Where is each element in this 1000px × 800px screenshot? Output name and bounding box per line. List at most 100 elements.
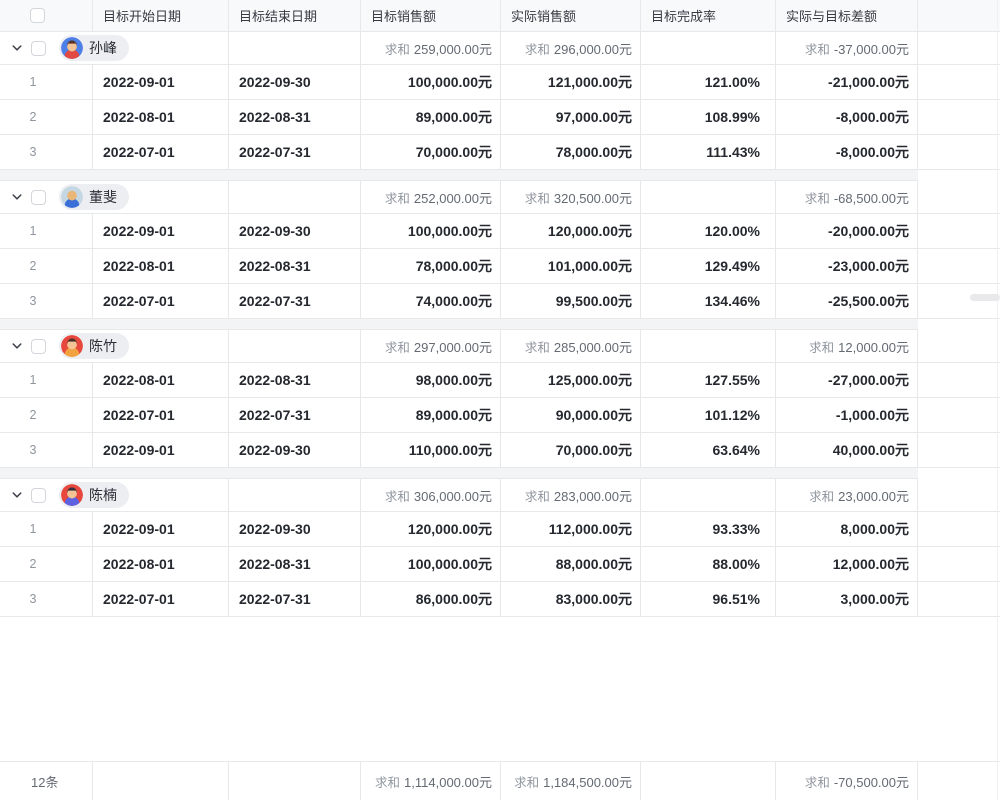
cell-target-sales[interactable]: 89,000.00元 bbox=[361, 398, 501, 432]
cell-completion-rate[interactable]: 129.49% bbox=[641, 249, 776, 283]
column-header-actual-sales[interactable]: 实际销售额 bbox=[501, 0, 641, 31]
cell-target-sales[interactable]: 89,000.00元 bbox=[361, 100, 501, 134]
cell-completion-rate[interactable]: 120.00% bbox=[641, 214, 776, 248]
cell-completion-rate[interactable]: 101.12% bbox=[641, 398, 776, 432]
cell-actual-sales[interactable]: 90,000.00元 bbox=[501, 398, 641, 432]
footer-cell-start-date[interactable] bbox=[93, 762, 229, 800]
cell-diff[interactable]: 8,000.00元 bbox=[776, 512, 918, 546]
cell-target-sales[interactable]: 98,000.00元 bbox=[361, 363, 501, 397]
group-select-checkbox[interactable] bbox=[31, 487, 46, 503]
cell-start-date[interactable]: 2022-09-01 bbox=[93, 214, 229, 248]
cell-diff[interactable]: -23,000.00元 bbox=[776, 249, 918, 283]
cell-actual-sales[interactable]: 125,000.00元 bbox=[501, 363, 641, 397]
cell-end-date[interactable]: 2022-09-30 bbox=[229, 433, 361, 467]
group-name-chip[interactable]: 陈楠 bbox=[59, 482, 129, 508]
footer-cell-rate[interactable] bbox=[641, 762, 776, 800]
group-name-chip[interactable]: 董斐 bbox=[59, 184, 129, 210]
footer-cell-end-date[interactable] bbox=[229, 762, 361, 800]
cell-target-sales[interactable]: 100,000.00元 bbox=[361, 65, 501, 99]
cell-target-sales[interactable]: 120,000.00元 bbox=[361, 512, 501, 546]
collapse-group-icon[interactable] bbox=[10, 488, 24, 502]
collapse-group-icon[interactable] bbox=[10, 41, 24, 55]
column-header-end-date[interactable]: 目标结束日期 bbox=[229, 0, 361, 31]
cell-diff[interactable]: -8,000.00元 bbox=[776, 100, 918, 134]
cell-end-date[interactable]: 2022-09-30 bbox=[229, 512, 361, 546]
cell-end-date[interactable]: 2022-09-30 bbox=[229, 214, 361, 248]
group-select-checkbox[interactable] bbox=[31, 338, 46, 354]
column-header-completion-rate[interactable]: 目标完成率 bbox=[641, 0, 776, 31]
group-sum-actual: 求和 283,000.00元 bbox=[501, 479, 641, 511]
cell-completion-rate[interactable]: 93.33% bbox=[641, 512, 776, 546]
cell-diff[interactable]: 40,000.00元 bbox=[776, 433, 918, 467]
cell-start-date[interactable]: 2022-08-01 bbox=[93, 363, 229, 397]
cell-actual-sales[interactable]: 101,000.00元 bbox=[501, 249, 641, 283]
column-header-start-date[interactable]: 目标开始日期 bbox=[93, 0, 229, 31]
cell-start-date[interactable]: 2022-08-01 bbox=[93, 100, 229, 134]
cell-start-date[interactable]: 2022-07-01 bbox=[93, 135, 229, 169]
group-separator bbox=[0, 170, 918, 181]
cell-start-date[interactable]: 2022-09-01 bbox=[93, 433, 229, 467]
cell-end-date[interactable]: 2022-08-31 bbox=[229, 363, 361, 397]
cell-start-date[interactable]: 2022-07-01 bbox=[93, 582, 229, 616]
cell-completion-rate[interactable]: 88.00% bbox=[641, 547, 776, 581]
group-name-chip[interactable]: 孙峰 bbox=[59, 35, 129, 61]
cell-end-date[interactable]: 2022-08-31 bbox=[229, 547, 361, 581]
cell-completion-rate[interactable]: 127.55% bbox=[641, 363, 776, 397]
cell-target-sales[interactable]: 100,000.00元 bbox=[361, 547, 501, 581]
cell-diff[interactable]: 3,000.00元 bbox=[776, 582, 918, 616]
footer-sum-target[interactable]: 求和 1,114,000.00元 bbox=[361, 762, 501, 800]
cell-target-sales[interactable]: 110,000.00元 bbox=[361, 433, 501, 467]
cell-start-date[interactable]: 2022-08-01 bbox=[93, 547, 229, 581]
cell-start-date[interactable]: 2022-08-01 bbox=[93, 249, 229, 283]
column-header-diff[interactable]: 实际与目标差额 bbox=[776, 0, 918, 31]
cell-completion-rate[interactable]: 63.64% bbox=[641, 433, 776, 467]
cell-actual-sales[interactable]: 120,000.00元 bbox=[501, 214, 641, 248]
cell-completion-rate[interactable]: 96.51% bbox=[641, 582, 776, 616]
cell-diff[interactable]: -27,000.00元 bbox=[776, 363, 918, 397]
cell-actual-sales[interactable]: 121,000.00元 bbox=[501, 65, 641, 99]
cell-completion-rate[interactable]: 111.43% bbox=[641, 135, 776, 169]
footer-sum-diff[interactable]: 求和 -70,500.00元 bbox=[776, 762, 918, 800]
cell-end-date[interactable]: 2022-09-30 bbox=[229, 65, 361, 99]
footer-sum-actual[interactable]: 求和 1,184,500.00元 bbox=[501, 762, 641, 800]
collapse-group-icon[interactable] bbox=[10, 339, 24, 353]
cell-start-date[interactable]: 2022-09-01 bbox=[93, 65, 229, 99]
cell-actual-sales[interactable]: 78,000.00元 bbox=[501, 135, 641, 169]
cell-diff[interactable]: -21,000.00元 bbox=[776, 65, 918, 99]
cell-actual-sales[interactable]: 97,000.00元 bbox=[501, 100, 641, 134]
cell-diff[interactable]: -8,000.00元 bbox=[776, 135, 918, 169]
cell-target-sales[interactable]: 74,000.00元 bbox=[361, 284, 501, 318]
cell-target-sales[interactable]: 70,000.00元 bbox=[361, 135, 501, 169]
cell-end-date[interactable]: 2022-07-31 bbox=[229, 135, 361, 169]
cell-start-date[interactable]: 2022-07-01 bbox=[93, 284, 229, 318]
cell-end-date[interactable]: 2022-08-31 bbox=[229, 249, 361, 283]
cell-end-date[interactable]: 2022-07-31 bbox=[229, 398, 361, 432]
cell-completion-rate[interactable]: 121.00% bbox=[641, 65, 776, 99]
cell-diff[interactable]: -25,500.00元 bbox=[776, 284, 918, 318]
cell-actual-sales[interactable]: 99,500.00元 bbox=[501, 284, 641, 318]
cell-actual-sales[interactable]: 70,000.00元 bbox=[501, 433, 641, 467]
cell-end-date[interactable]: 2022-07-31 bbox=[229, 284, 361, 318]
group-name-chip[interactable]: 陈竹 bbox=[59, 333, 129, 359]
cell-start-date[interactable]: 2022-07-01 bbox=[93, 398, 229, 432]
column-header-target-sales[interactable]: 目标销售额 bbox=[361, 0, 501, 31]
cell-target-sales[interactable]: 86,000.00元 bbox=[361, 582, 501, 616]
cell-end-date[interactable]: 2022-08-31 bbox=[229, 100, 361, 134]
cell-target-sales[interactable]: 100,000.00元 bbox=[361, 214, 501, 248]
cell-actual-sales[interactable]: 83,000.00元 bbox=[501, 582, 641, 616]
group-select-checkbox[interactable] bbox=[31, 40, 46, 56]
group-select-checkbox[interactable] bbox=[31, 189, 46, 205]
collapse-group-icon[interactable] bbox=[10, 190, 24, 204]
cell-diff[interactable]: 12,000.00元 bbox=[776, 547, 918, 581]
cell-actual-sales[interactable]: 88,000.00元 bbox=[501, 547, 641, 581]
cell-completion-rate[interactable]: 108.99% bbox=[641, 100, 776, 134]
cell-start-date[interactable]: 2022-09-01 bbox=[93, 512, 229, 546]
cell-diff[interactable]: -20,000.00元 bbox=[776, 214, 918, 248]
cell-completion-rate[interactable]: 134.46% bbox=[641, 284, 776, 318]
cell-diff[interactable]: -1,000.00元 bbox=[776, 398, 918, 432]
select-all-checkbox[interactable] bbox=[30, 8, 45, 23]
scrollbar-thumb[interactable] bbox=[970, 294, 1000, 301]
cell-target-sales[interactable]: 78,000.00元 bbox=[361, 249, 501, 283]
cell-end-date[interactable]: 2022-07-31 bbox=[229, 582, 361, 616]
cell-actual-sales[interactable]: 112,000.00元 bbox=[501, 512, 641, 546]
